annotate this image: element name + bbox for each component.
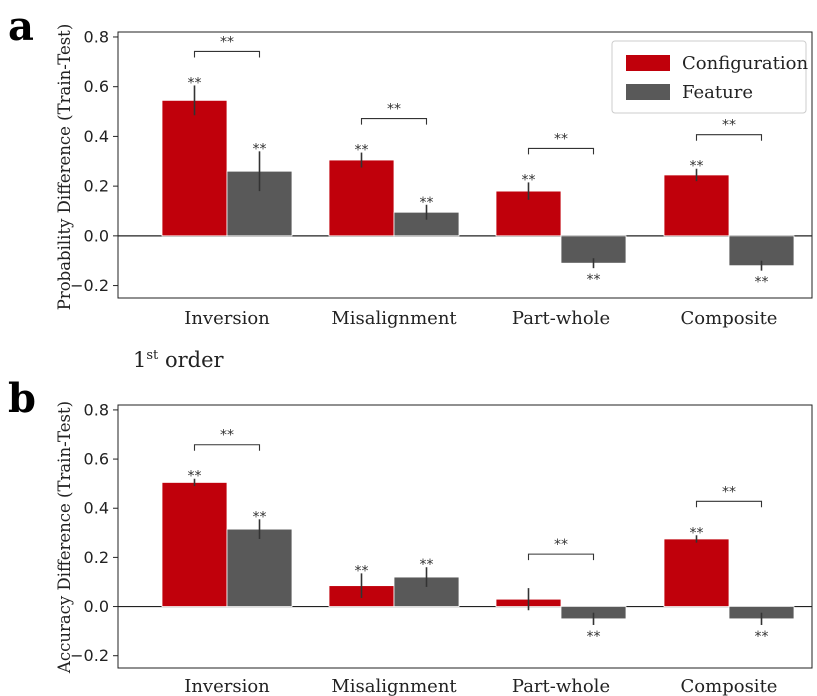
- panel-b-ytick-label: −0.2: [70, 646, 109, 665]
- panel-a-category-label: Inversion: [184, 308, 270, 329]
- order-label-base: 1: [133, 348, 146, 372]
- panel-a-comparison-bracket: [527, 147, 595, 155]
- panel-b-comparison-sig: **: [722, 484, 736, 500]
- panel-b-bar-sig: **: [420, 557, 434, 573]
- panel-a-ytick-label: 0.0: [84, 226, 109, 245]
- panel-b-bar-configuration: [663, 538, 730, 607]
- panel-label-a: a: [8, 3, 34, 50]
- panel-a-bar-sig: **: [522, 172, 536, 188]
- panel-a-ytick-label: 0.4: [84, 127, 109, 146]
- panel-b-ylabel: Accuracy Difference (Train-Test): [55, 401, 74, 674]
- panel-a-ytick-label: 0.8: [84, 27, 109, 46]
- panel-b-ytick-label: 0.6: [84, 450, 109, 469]
- panel-a-ytick-label: 0.6: [84, 77, 109, 96]
- legend-label-feature: Feature: [682, 82, 753, 103]
- panel-b-category-label: Composite: [681, 676, 778, 696]
- panel-b-category-label: Misalignment: [331, 676, 457, 696]
- legend-label-configuration: Configuration: [682, 53, 808, 74]
- panel-b-category-label: Part-whole: [512, 676, 610, 696]
- panel-a-bar-sig: **: [188, 75, 202, 91]
- panel-b-comparison-sig: **: [554, 537, 568, 553]
- panel-a-bar-configuration: [161, 99, 228, 237]
- panel-b-bar-sig: **: [253, 509, 267, 525]
- panel-b-comparison-bracket: [527, 553, 595, 561]
- panel-a-bar-sig: **: [420, 195, 434, 211]
- panel-b-bar-configuration: [161, 482, 228, 607]
- panel-label-b: b: [8, 375, 36, 422]
- panel-b-ytick-label: 0.2: [84, 548, 109, 567]
- panel-b-bar-sig: **: [755, 629, 769, 645]
- panel-b-bar-sig: **: [188, 469, 202, 485]
- panel-b-comparison-bracket: [695, 500, 763, 508]
- panel-a-category-label: Composite: [681, 308, 778, 329]
- panel-a-bar-feature: [226, 170, 293, 237]
- panel-a-comparison-sig: **: [722, 118, 736, 134]
- panel-a-bar-sig: **: [690, 159, 704, 175]
- panel-a-chart: 0.8 0.6 0.4 0.2 0.0 −0.2 ** ** ** Inversion ** ** **…: [70, 27, 813, 329]
- panel-a-axes-frame: [117, 31, 813, 299]
- panel-a-bar-sig: **: [755, 275, 769, 291]
- panel-a-bar-sig: **: [587, 272, 601, 288]
- panel-a-comparison-sig: **: [554, 131, 568, 147]
- panel-a-comparison-sig: **: [220, 34, 234, 50]
- legend-swatch-feature: [626, 84, 670, 100]
- panel-b-bar-sig: **: [690, 525, 704, 541]
- panel-a-comparison-bracket: [360, 118, 428, 125]
- panel-b-comparison-sig: **: [220, 428, 234, 444]
- panel-a-category-label: Part-whole: [512, 308, 610, 329]
- panel-a-bar-configuration: [328, 159, 395, 237]
- panel-b-bar-sig: **: [355, 563, 369, 579]
- panel-a-category-label: Misalignment: [331, 308, 457, 329]
- panel-b-ytick-label: 0.8: [84, 400, 109, 419]
- panel-b-bar-sig: **: [587, 629, 601, 645]
- panel-b-bar-feature: [393, 576, 460, 607]
- panel-b-ytick-label: 0.0: [84, 597, 109, 616]
- order-label: 1st order: [133, 348, 225, 372]
- panel-a-comparison-sig: **: [387, 102, 401, 118]
- panel-a-ylabel: Probability Difference (Train-Test): [55, 24, 74, 311]
- panel-a-comparison-bracket: [695, 134, 763, 141]
- panel-b-chart: 0.8 0.6 0.4 0.2 0.0 −0.2 ** ** ** Inversion ** ** Mi…: [70, 400, 813, 696]
- panel-a-bar-sig: **: [253, 141, 267, 157]
- panel-a-bar-sig: **: [355, 143, 369, 159]
- panel-a-comparison-bracket: [193, 50, 261, 58]
- order-label-rest: order: [158, 348, 224, 372]
- panel-b-bar-feature: [226, 528, 293, 607]
- legend-swatch-configuration: [626, 55, 670, 71]
- panel-b-comparison-bracket: [193, 444, 261, 451]
- panel-a-bar-configuration: [663, 174, 730, 237]
- order-label-sup: st: [146, 348, 159, 363]
- panel-b-category-label: Inversion: [184, 676, 270, 696]
- panel-a-ytick-label: −0.2: [70, 276, 109, 295]
- panel-b-ytick-label: 0.4: [84, 499, 109, 518]
- panel-a-ytick-label: 0.2: [84, 177, 109, 196]
- panel-b-axes-frame: [117, 404, 813, 669]
